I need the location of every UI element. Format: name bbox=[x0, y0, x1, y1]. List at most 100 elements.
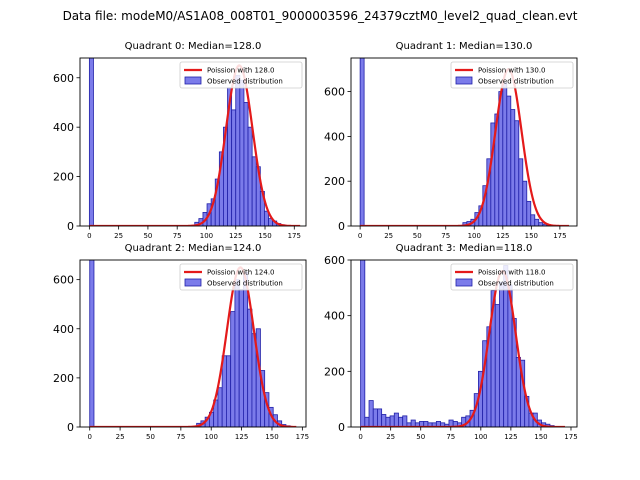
y-tick-label: 0 bbox=[67, 220, 74, 233]
y-tick-label: 200 bbox=[53, 171, 74, 184]
histogram-bar bbox=[239, 79, 245, 226]
legend-line-label: Poission with 130.0 bbox=[478, 67, 546, 75]
y-tick-label: 200 bbox=[53, 372, 74, 385]
legend-line-label: Poission with 124.0 bbox=[207, 269, 275, 277]
x-tick-label: 175 bbox=[564, 433, 577, 441]
y-tick-label: 400 bbox=[324, 310, 345, 323]
histogram-bar bbox=[88, 58, 94, 226]
histogram-bar bbox=[530, 214, 536, 226]
x-tick-label: 150 bbox=[525, 232, 538, 240]
y-tick-label: 400 bbox=[324, 130, 345, 143]
x-tick-label: 0 bbox=[358, 232, 362, 240]
legend-bar-label: Observed distribution bbox=[207, 78, 283, 86]
histogram-bar bbox=[514, 120, 520, 226]
histogram-bar bbox=[499, 281, 505, 427]
x-tick-label: 25 bbox=[386, 433, 395, 441]
axes-frame bbox=[350, 259, 578, 428]
x-tick-label: 100 bbox=[205, 433, 218, 441]
plot-area bbox=[360, 260, 565, 427]
subplot-title: Quadrant 1: Median=130.0 bbox=[396, 41, 533, 52]
x-tick-label: 125 bbox=[235, 433, 248, 441]
histogram-bar bbox=[510, 109, 516, 226]
histogram-bar bbox=[89, 260, 95, 427]
legend-bar-swatch bbox=[455, 278, 473, 287]
histogram-bar bbox=[221, 355, 227, 427]
histogram-bar bbox=[238, 289, 244, 427]
histogram-bar bbox=[359, 58, 365, 226]
axes-frame bbox=[79, 57, 307, 227]
poisson-curve bbox=[360, 68, 570, 226]
x-tick-label: 50 bbox=[146, 433, 155, 441]
y-tick-label: 400 bbox=[53, 323, 74, 336]
y-tick-label: 0 bbox=[67, 421, 74, 434]
y-tick-label: 0 bbox=[338, 220, 345, 233]
histogram-bar bbox=[251, 156, 257, 226]
histogram-bar bbox=[402, 415, 408, 427]
y-tick-label: 200 bbox=[324, 175, 345, 188]
legend-bar-label: Observed distribution bbox=[478, 280, 554, 288]
x-tick-label: 100 bbox=[200, 232, 213, 240]
legend-line-label: Poission with 118.0 bbox=[478, 269, 546, 277]
x-tick-label: 125 bbox=[229, 232, 242, 240]
legend-box bbox=[450, 263, 574, 291]
x-tick-label: 25 bbox=[116, 433, 125, 441]
x-tick-label: 0 bbox=[87, 433, 91, 441]
histogram-bar bbox=[368, 400, 374, 427]
legend-box bbox=[179, 263, 303, 291]
histogram-bar bbox=[230, 311, 236, 427]
subplot-title: Quadrant 0: Median=128.0 bbox=[125, 41, 262, 52]
legend-box bbox=[450, 61, 574, 89]
legend-box bbox=[179, 61, 303, 89]
x-tick-label: 75 bbox=[446, 433, 455, 441]
poisson-curve bbox=[360, 270, 565, 427]
histogram-bar bbox=[398, 416, 404, 427]
legend-line-label: Poission with 128.0 bbox=[207, 67, 275, 75]
x-tick-label: 125 bbox=[504, 433, 517, 441]
legend: Poission with 130.0 Observed distribution bbox=[450, 61, 574, 89]
subplot-title: Quadrant 3: Median=118.0 bbox=[396, 243, 533, 254]
histogram-bar bbox=[534, 218, 540, 226]
histogram-bar bbox=[243, 271, 249, 427]
histogram-bar bbox=[522, 180, 528, 226]
histogram-bar bbox=[381, 414, 387, 427]
x-tick-label: 175 bbox=[296, 433, 309, 441]
x-tick-label: 25 bbox=[114, 232, 123, 240]
histogram-bar bbox=[498, 91, 504, 226]
legend: Poission with 124.0 Observed distribution bbox=[179, 263, 303, 291]
histogram-bar bbox=[389, 415, 395, 427]
x-tick-label: 150 bbox=[265, 433, 278, 441]
legend-bar-label: Observed distribution bbox=[207, 280, 283, 288]
x-tick-label: 75 bbox=[173, 232, 182, 240]
y-tick-label: 600 bbox=[324, 254, 345, 267]
histogram-bar bbox=[217, 387, 223, 427]
y-tick-label: 600 bbox=[324, 86, 345, 99]
legend-bar-swatch bbox=[455, 76, 473, 85]
y-tick-label: 0 bbox=[338, 421, 345, 434]
x-tick-label: 50 bbox=[416, 433, 425, 441]
histogram-bar bbox=[360, 260, 366, 427]
x-tick-label: 75 bbox=[176, 433, 185, 441]
x-tick-label: 100 bbox=[468, 232, 481, 240]
legend-bar-swatch bbox=[184, 278, 202, 287]
histogram-bar bbox=[247, 126, 253, 226]
x-tick-label: 0 bbox=[87, 232, 91, 240]
plot-area bbox=[359, 58, 570, 226]
x-tick-label: 150 bbox=[534, 433, 547, 441]
subplot-title: Quadrant 2: Median=124.0 bbox=[125, 243, 262, 254]
histogram-bar bbox=[235, 74, 241, 226]
x-tick-label: 50 bbox=[143, 232, 152, 240]
x-tick-label: 50 bbox=[413, 232, 422, 240]
x-tick-label: 75 bbox=[441, 232, 450, 240]
histogram-bar bbox=[385, 416, 391, 427]
histogram-bar bbox=[502, 82, 508, 226]
subplot-quadrant-0: Quadrant 0: Median=128.0 0 25 50 75 100 125 15… bbox=[53, 41, 307, 240]
figure-suptitle: Data file: modeM0/AS1A08_008T01_90000035… bbox=[63, 9, 578, 23]
y-tick-label: 600 bbox=[53, 274, 74, 287]
histogram-bar bbox=[494, 304, 500, 427]
x-tick-label: 25 bbox=[384, 232, 393, 240]
subplot-quadrant-1: Quadrant 1: Median=130.0 0 25 50 75 100 125 15… bbox=[324, 41, 578, 240]
legend: Poission with 128.0 Observed distribution bbox=[179, 61, 303, 89]
histogram-bar bbox=[506, 95, 512, 226]
histogram-bar bbox=[226, 355, 232, 427]
